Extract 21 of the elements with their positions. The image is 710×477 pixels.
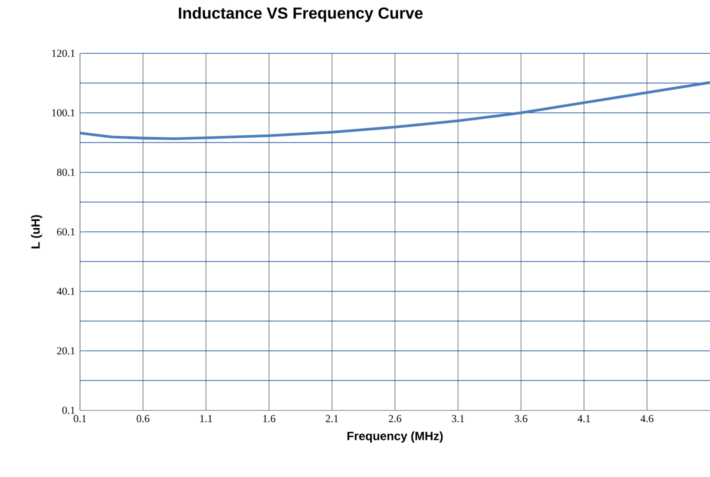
x-axis-title: Frequency (MHz) [347,431,443,443]
x-tick-label: 3.1 [452,415,464,422]
x-tick-label: 4.6 [640,415,654,422]
x-tick-label: 2.6 [388,415,402,422]
y-tick-label: 20.1 [57,347,75,354]
y-tick-label: 80.1 [57,168,75,176]
y-tick-label: 120.1 [52,50,75,57]
y-axis-title: L (uH) [30,215,42,248]
x-tick-label: 3.6 [514,415,528,422]
y-tick-label: 60.1 [57,228,75,236]
x-tick-label: 0.6 [136,415,150,422]
chart-title: Inductance VS Frequency Curve [178,7,423,22]
y-tick-label: 100.1 [52,109,75,116]
x-tick-label: 2.1 [326,415,338,422]
x-tick-label: 4.1 [578,415,590,422]
x-tick-label: 1.1 [200,415,212,422]
y-tick-label: 0.1 [62,406,75,414]
y-tick-label: 40.1 [56,288,75,295]
line-series [80,81,710,140]
x-tick-label: 1.6 [263,415,276,422]
x-tick-label: 0.1 [74,415,86,422]
